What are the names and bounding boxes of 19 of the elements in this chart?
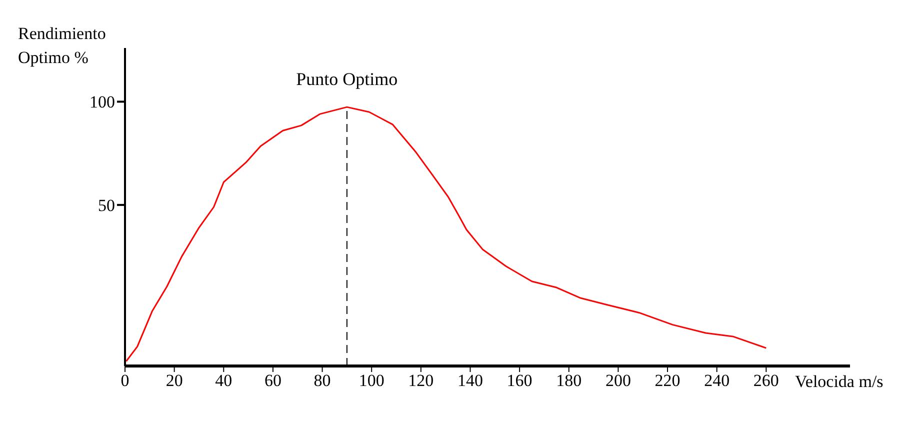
x-tick-label: 0 <box>120 371 130 390</box>
ref-line-label: Punto Optimo <box>296 69 398 90</box>
x-tick-label: 120 <box>408 371 434 390</box>
line-series <box>125 106 767 362</box>
x-tick-label: 220 <box>654 371 680 390</box>
x-tick-label: 240 <box>704 371 730 390</box>
x-tick-label: 80 <box>314 371 331 390</box>
x-tick-label: 200 <box>605 371 631 390</box>
x-axis-title: Velocida m/s <box>795 372 884 392</box>
x-tick-label: 160 <box>506 371 532 390</box>
x-tick-label: 100 <box>358 371 384 390</box>
y-axis-title: Rendimiento Optimo % <box>18 23 106 69</box>
x-tick-label: 20 <box>166 371 183 390</box>
x-tick-label: 260 <box>753 371 779 390</box>
x-tick-label: 140 <box>457 371 483 390</box>
x-tick-label: 180 <box>556 371 582 390</box>
x-tick-label: 40 <box>215 371 232 390</box>
x-tick-label: 60 <box>264 371 282 390</box>
y-tick-label: 50 <box>98 196 115 215</box>
